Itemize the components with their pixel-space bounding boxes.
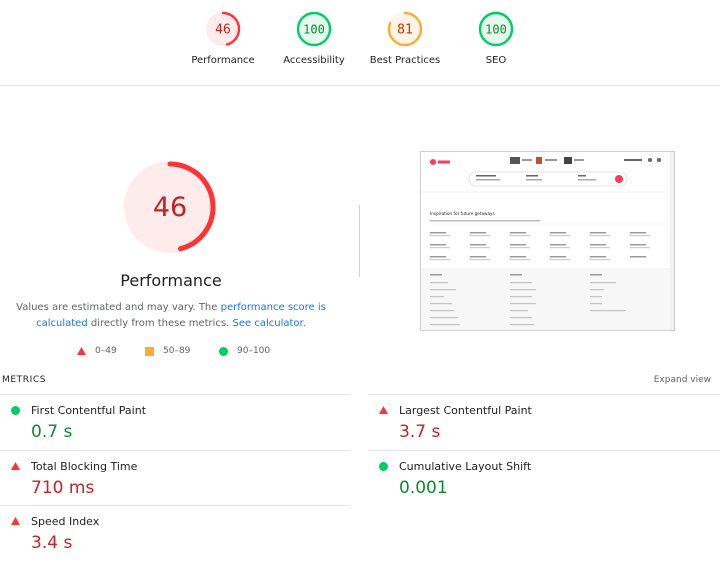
legend-average: 50–89 [145,346,190,356]
metric-first-contentful-paint: First Contentful Paint 0.7 s [0,404,330,460]
note-prefix: Values are estimated and may vary. The [16,302,221,313]
gauge-accessibility-label: Accessibility [283,55,345,66]
score-legend: 0–49 50–89 90–100 [0,346,342,360]
final-screenshot-thumbnail[interactable]: Inspiration for future getaways [420,151,675,331]
gauge-accessibility-ring: 100 [296,11,332,47]
metric-value: 0.001 [399,478,448,498]
metric-value: 3.4 s [31,533,73,553]
metric-cumulative-layout-shift: Cumulative Layout Shift 0.001 [368,460,698,516]
legend-pass: 90–100 [219,346,270,356]
metric-name: Speed Index [31,515,100,528]
performance-gauge: 46 [124,161,216,253]
gauge-seo-label: SEO [485,55,507,66]
metric-value: 710 ms [31,478,95,498]
metrics-header: METRICS Expand view [0,374,720,394]
thumbnail-scrollbar [670,152,674,330]
metric-largest-contentful-paint: Largest Contentful Paint 3.7 s [368,404,698,460]
circle-icon [379,462,388,471]
gauge-best-practices-label: Best Practices [369,55,441,66]
legend-fail: 0–49 [77,346,117,356]
metrics-title: METRICS [2,375,47,385]
performance-score: 46 [153,192,187,223]
metrics-divider [368,450,720,451]
triangle-icon [11,462,20,470]
metrics-divider [0,450,350,451]
note-middle: directly from these metrics. [87,318,233,329]
gauge-performance-score: 46 [215,23,231,38]
performance-score-link[interactable]: performance score is calculated [36,302,326,329]
see-calculator-link[interactable]: See calculator [232,318,303,329]
gauge-seo-ring: 100 [478,11,514,47]
gauge-seo[interactable]: 100 SEO [446,10,546,66]
gauge-best-practices-ring: 81 [387,11,423,47]
performance-title: Performance [120,271,222,290]
metrics-divider [368,394,720,395]
legend-pass-range: 90–100 [237,346,271,356]
circle-icon [219,346,228,356]
metric-name: Largest Contentful Paint [399,404,532,417]
metric-total-blocking-time: Total Blocking Time 710 ms [0,460,330,516]
legend-average-range: 50–89 [163,346,191,356]
expand-view-toggle[interactable]: Expand view [653,375,711,385]
metric-name: Cumulative Layout Shift [399,460,532,473]
metric-value: 0.7 s [31,422,73,442]
triangle-icon [77,347,86,355]
thumb-heading: Inspiration for future getaways [430,211,495,216]
metrics-divider [0,505,350,506]
note-suffix: . [302,318,306,329]
circle-icon [11,406,20,415]
performance-note: Values are estimated and may vary. The p… [12,300,330,332]
legend-fail-range: 0–49 [95,346,117,356]
triangle-icon [379,406,388,414]
gauge-accessibility[interactable]: 100 Accessibility [264,10,364,66]
gauge-performance[interactable]: 46 Performance [173,10,273,66]
triangle-icon [11,517,20,525]
section-divider [359,205,360,277]
gauge-performance-label: Performance [191,55,255,66]
gauge-performance-ring: 46 [205,11,241,47]
square-icon [145,346,154,356]
metric-speed-index: Speed Index 3.4 s [0,515,330,565]
metric-value: 3.7 s [399,422,441,442]
metrics-divider [0,394,350,395]
metric-name: Total Blocking Time [31,460,138,473]
metric-name: First Contentful Paint [31,404,147,417]
logo-icon [430,159,436,165]
gauge-best-practices-score: 81 [397,23,413,38]
gauge-best-practices[interactable]: 81 Best Practices [355,10,455,66]
gauge-accessibility-score: 100 [303,23,325,37]
page-preview: Inspiration for future getaways [421,152,674,330]
gauge-seo-score: 100 [485,23,507,37]
category-gauges: 46 Performance 100 Accessibility 81 Best… [0,0,720,86]
